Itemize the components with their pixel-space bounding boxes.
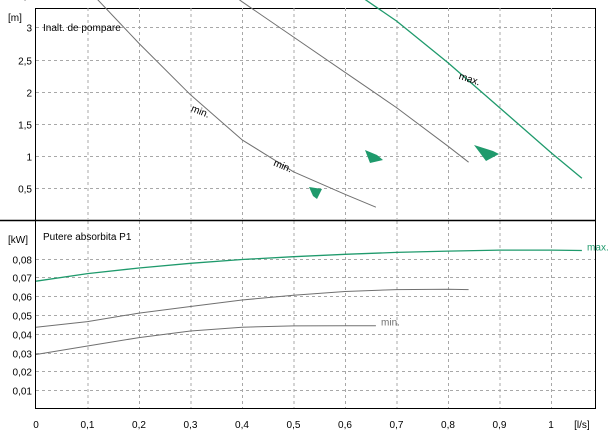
series-line-mid (35, 288, 469, 328)
x-tick-label: 0,9 (493, 420, 507, 431)
operating-point-marker (474, 145, 499, 161)
x-tick-label: 1 (548, 420, 554, 431)
x-tick-label: [l/s] (574, 420, 590, 431)
curve-label: max. (587, 243, 609, 254)
operating-point-marker (365, 150, 383, 163)
y-axis-label: [m] (8, 13, 22, 24)
x-tick-label: 0,2 (132, 420, 146, 431)
curve-label: min. (381, 318, 400, 329)
series-line-mid (238, 0, 469, 163)
y-tick-label: 0,04 (13, 331, 33, 342)
y-tick-label: 0,03 (13, 350, 33, 361)
series-line-min (97, 0, 377, 208)
x-tick-label: 0,8 (441, 420, 455, 431)
y-tick-label: 2 (26, 89, 32, 100)
series-line-max (35, 249, 582, 282)
x-tick-label: 0,3 (184, 420, 198, 431)
x-tick-label: 0,4 (235, 420, 249, 431)
y-axis-label: [kW] (8, 235, 28, 246)
x-tick-label: 0,5 (287, 420, 301, 431)
y-tick-label: 1 (26, 153, 32, 164)
series-line-min (35, 325, 376, 355)
y-tick-label: 3,5 (18, 0, 32, 3)
y-tick-label: 0,05 (13, 312, 33, 323)
plot-frame (35, 8, 596, 409)
x-tick-label: 0,7 (390, 420, 404, 431)
panel-title: Inalt. de pompare (43, 23, 121, 34)
y-tick-label: 0,08 (13, 256, 33, 267)
panel-title: Putere absorbita P1 (43, 232, 132, 243)
y-tick-label: 0,07 (13, 274, 33, 285)
operating-point-marker (309, 187, 322, 199)
y-tick-label: 0,01 (13, 387, 33, 398)
x-tick-label: 0,6 (338, 420, 352, 431)
y-tick-label: 3 (26, 24, 32, 35)
y-tick-label: 2,5 (18, 57, 32, 68)
y-tick-label: 0,02 (13, 368, 33, 379)
series-line-max (364, 0, 583, 179)
x-tick-label: 0 (33, 420, 39, 431)
y-tick-label: 1,5 (18, 121, 32, 132)
x-tick-label: 0,1 (81, 420, 95, 431)
power-panel: 0,01 0,02 0,03 0,04 0,05 0,06 0,07 0,08 [kW] Pute… (8, 221, 609, 408)
y-tick-label: 0,06 (13, 293, 33, 304)
y-tick-label: 0,5 (18, 185, 32, 196)
